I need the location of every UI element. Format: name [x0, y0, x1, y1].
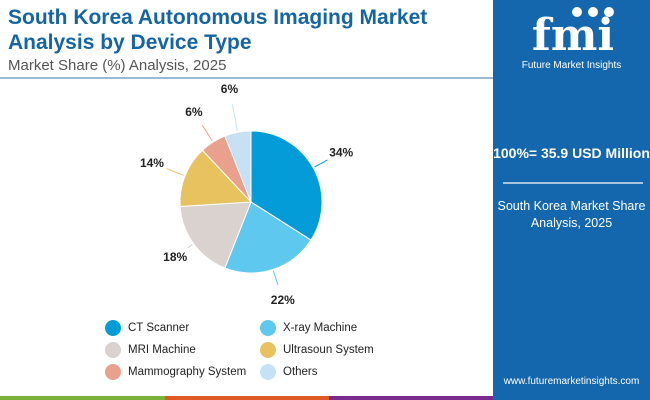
fmi-logo: fmi [532, 7, 614, 56]
website-link[interactable]: www.futuremarketinsights.com [503, 376, 640, 387]
legend-item: CT Scanner [105, 320, 189, 336]
legend-swatch [260, 320, 276, 336]
legend-item: Ultrasoun System [260, 342, 374, 358]
panel-subtitle: South Korea Market Share Analysis, 2025 [497, 199, 646, 230]
legend-label: CT Scanner [128, 322, 190, 334]
legend-swatch [105, 364, 121, 380]
leader-line [201, 124, 213, 142]
pie-slice-ultrasoun-system [179, 149, 253, 207]
leader-line [314, 159, 328, 168]
data-label: 18% [163, 250, 187, 264]
legend-label: MRI Machine [128, 344, 196, 356]
legend-swatch [260, 364, 276, 380]
legend-item: X-ray Machine [260, 320, 357, 336]
legend-item: Mammography System [105, 364, 246, 380]
legend-swatch [260, 342, 276, 358]
data-label: 6% [185, 105, 203, 119]
legend-label: Ultrasoun System [283, 344, 374, 356]
leader-line [231, 104, 238, 131]
legend-item: Others [260, 364, 318, 380]
leader-line [166, 168, 184, 176]
legend-label: Others [283, 366, 318, 378]
legend-item: MRI Machine [105, 342, 196, 358]
leader-line [187, 244, 193, 249]
market-total: 100%= 35.9 USD Million [493, 145, 650, 161]
legend-label: X-ray Machine [283, 322, 358, 334]
divider [0, 77, 493, 79]
legend-label: Mammography System [128, 366, 247, 378]
data-label: 14% [140, 156, 164, 170]
chart-subtitle: Market Share (%) Analysis, 2025 [8, 57, 227, 74]
pie-chart: 34% 22% 18% 14% 6% 6% [140, 82, 354, 307]
data-label: 34% [329, 145, 353, 159]
accent-bar-green [0, 396, 165, 400]
pie-slice-x-ray-machine [224, 201, 312, 274]
accent-bar-orange [165, 396, 329, 400]
svg-text:fmi: fmi [532, 10, 614, 56]
pie-slice-mri-machine [179, 201, 252, 269]
pie-slice-others [224, 130, 252, 203]
accent-bar-purple [329, 396, 493, 400]
data-label: 6% [221, 82, 239, 96]
legend-swatch [105, 320, 121, 336]
legend-swatch [105, 342, 121, 358]
leader-line [272, 270, 279, 286]
data-label: 22% [271, 293, 295, 307]
panel-divider [503, 182, 643, 184]
brand-name: Future Market Insights [521, 60, 622, 71]
info-panel: fmi Future Market Insights 100%= 35.9 US… [493, 0, 650, 400]
chart-title: South Korea Autonomous Imaging Market An… [8, 6, 428, 54]
